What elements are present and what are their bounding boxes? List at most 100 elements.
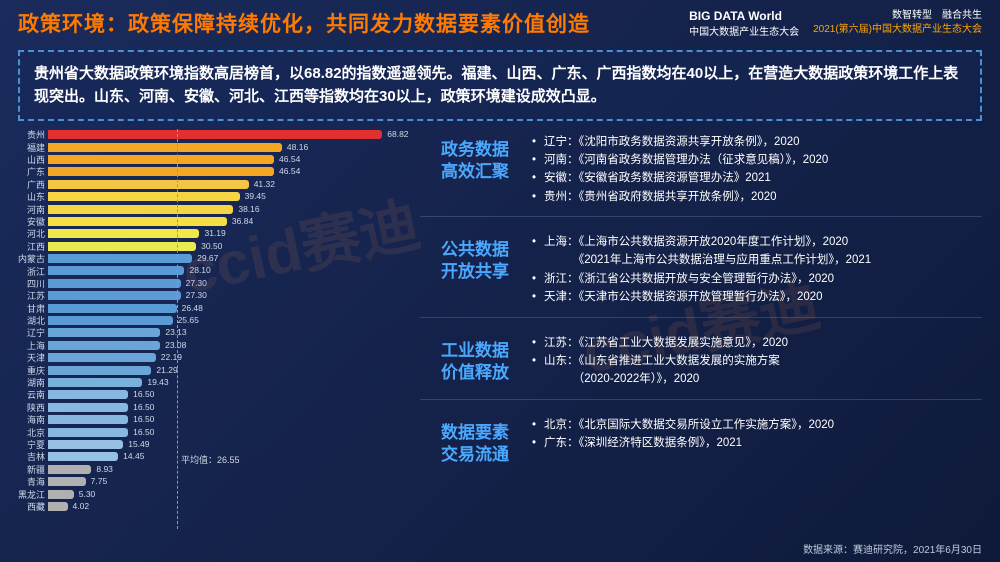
data-source: 数据来源：赛迪研究院，2021年6月30日 [803,541,982,556]
bar-fill [48,415,128,424]
bar-fill [48,143,282,152]
bar-fill [48,217,227,226]
info-item: 江苏：《江苏省工业大数据发展实施意见》，2020 [530,334,982,352]
bar-label: 广西 [18,178,48,191]
bar-fill [48,440,123,449]
bar-value: 28.10 [189,265,210,275]
bar-row: 北京16.50 [18,426,408,438]
section-heading: 数据要素交易流通 [420,416,530,466]
bar-fill [48,490,74,499]
bar-value: 30.50 [201,241,222,251]
bar-row: 山东 39.45 [18,190,408,202]
bar-row: 宁夏 15.49 [18,438,408,450]
bar-row: 重庆21.29 [18,364,408,376]
bar-value: 15.49 [128,439,149,449]
bar-label: 河北 [18,227,48,240]
bar-label: 贵州 [18,128,48,141]
bar-value: 27.30 [186,278,207,288]
bar-row: 浙江 28.10 [18,265,408,277]
info-item: 北京：《北京国际大数据交易所设立工作实施方案》，2020 [530,416,982,434]
bar-value: 68.82 [387,129,408,139]
bar-fill [48,304,177,313]
bar-fill [48,366,151,375]
bar-row: 山西46.54 [18,153,408,165]
bar-value: 8.93 [96,464,113,474]
summary-box: 贵州省大数据政策环境指数高居榜首，以68.82的指数遥遥领先。福建、山西、广东、… [18,50,982,121]
bar-row: 安徽36.84 [18,215,408,227]
header-subtitle: 数智转型 融合共生 2021(第六届)中国大数据产业生态大会 [813,9,982,37]
bar-value: 14.45 [123,451,144,461]
bar-value: 39.45 [245,191,266,201]
bar-label: 青海 [18,475,48,488]
info-item: 天津：《天津市公共数据资源开放管理暂行办法》，2020 [530,288,982,306]
bar-row: 内蒙古29.67 [18,252,408,264]
bar-row: 陕西16.50 [18,401,408,413]
bar-row: 云南16.50 [18,389,408,401]
bar-fill [48,192,240,201]
info-block: 政务数据高效汇聚辽宁：《沈阳市政务数据资源共享开放条例》，2020河南：《河南省… [420,129,982,218]
bar-label: 安徽 [18,215,48,228]
bar-fill [48,502,68,511]
bar-row: 湖北25.65 [18,314,408,326]
bar-value: 16.50 [133,427,154,437]
bar-value: 25.65 [178,315,199,325]
bar-label: 辽宁 [18,326,48,339]
bar-row: 江苏27.30 [18,290,408,302]
bar-row: 青海7.75 [18,475,408,487]
bar-value: 5.30 [79,489,96,499]
bar-label: 吉林 [18,450,48,463]
bar-row: 湖南19.43 [18,376,408,388]
bar-value: 41.32 [254,179,275,189]
bar-fill [48,353,156,362]
bar-fill [48,205,233,214]
page-title: 政策环境：政策保障持续优化，共同发力数据要素价值创造 [18,8,689,38]
bar-label: 重庆 [18,364,48,377]
bar-label: 浙江 [18,265,48,278]
bar-value: 46.54 [279,166,300,176]
bar-fill [48,341,160,350]
section-heading: 政务数据高效汇聚 [420,133,530,207]
section-heading: 公共数据开放共享 [420,233,530,307]
bar-fill [48,477,86,486]
average-line [177,129,178,529]
bar-fill [48,130,382,139]
info-item: 贵州：《贵州省政府数据共享开放条例》，2020 [530,188,982,206]
info-item: 河南：《河南省政务数据管理办法（征求意见稿）》，2020 [530,151,982,169]
logo: BIG DATA World 中国大数据产业生态大会 [689,9,799,38]
info-block: 工业数据价值释放江苏：《江苏省工业大数据发展实施意见》，2020山东：《山东省推… [420,330,982,400]
bar-label: 海南 [18,413,48,426]
bar-fill [48,167,274,176]
bar-label: 甘肃 [18,302,48,315]
bar-row: 广西 41.32 [18,178,408,190]
info-item: 山东：《山东省推进工业大数据发展的实施方案 （2020-2022年）》，2020 [530,352,982,389]
bar-label: 四川 [18,277,48,290]
bar-value: 16.50 [133,414,154,424]
bar-label: 西藏 [18,500,48,513]
average-label: 平均值：26.55 [181,453,240,466]
bar-label: 宁夏 [18,438,48,451]
bar-fill [48,452,118,461]
info-item: 浙江：《浙江省公共数据开放与安全管理暂行办法》，2020 [530,270,982,288]
bar-label: 内蒙古 [18,252,48,265]
bar-row: 江西30.50 [18,240,408,252]
bar-value: 22.19 [161,352,182,362]
bar-row: 贵州 68.82 [18,129,408,141]
bar-label: 新疆 [18,463,48,476]
info-item: 安徽：《安徽省政务数据资源管理办法》2021 [530,169,982,187]
section-heading: 工业数据价值释放 [420,334,530,389]
bar-label: 陕西 [18,401,48,414]
info-item: 辽宁：《沈阳市政务数据资源共享开放条例》，2020 [530,133,982,151]
bar-label: 上海 [18,339,48,352]
bar-fill [48,465,91,474]
bar-row: 西藏4.02 [18,500,408,512]
bar-label: 山东 [18,190,48,203]
bar-row: 河南38.16 [18,203,408,215]
bar-row: 天津22.19 [18,352,408,364]
info-block: 公共数据开放共享上海：《上海市公共数据资源开放2020年度工作计划》，2020 … [420,229,982,318]
bar-fill [48,428,128,437]
bar-fill [48,390,128,399]
bar-value: 38.16 [238,204,259,214]
bar-fill [48,316,173,325]
bar-value: 16.50 [133,389,154,399]
bar-value: 46.54 [279,154,300,164]
